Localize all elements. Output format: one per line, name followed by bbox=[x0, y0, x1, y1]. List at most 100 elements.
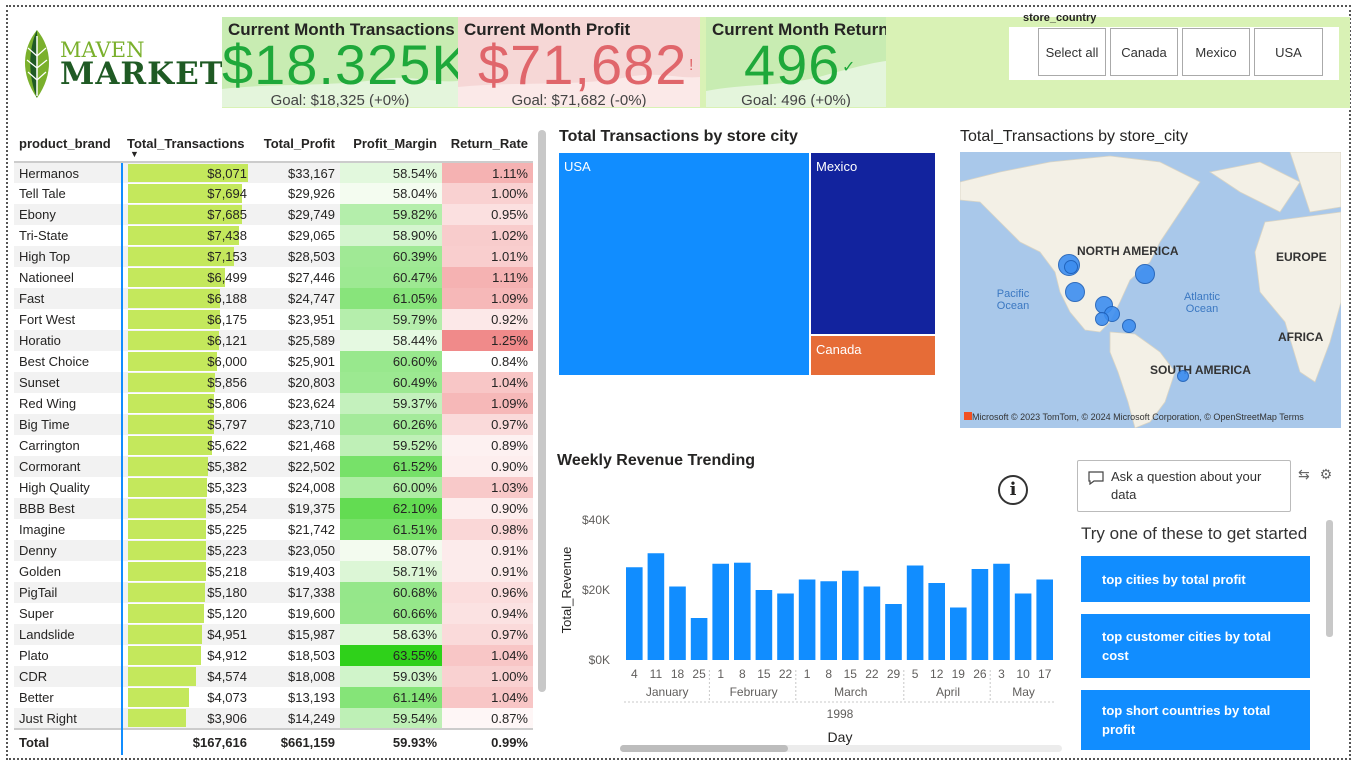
chart-bar[interactable] bbox=[971, 569, 989, 660]
bubble-map[interactable]: NORTH AMERICA EUROPE AFRICA SOUTH AMERIC… bbox=[960, 152, 1341, 428]
table-row[interactable]: High Top $7,153 $28,503 60.39% 1.01% bbox=[14, 246, 533, 267]
table-row[interactable]: Best Choice $6,000 $25,901 60.60% 0.84% bbox=[14, 351, 533, 372]
cell-return-rate: 1.04% bbox=[442, 372, 533, 393]
table-row[interactable]: Nationeel $6,499 $27,446 60.47% 1.11% bbox=[14, 267, 533, 288]
chart-bar[interactable] bbox=[863, 586, 881, 661]
column-header-total-transactions[interactable]: Total_Transactions ▼ bbox=[122, 126, 252, 163]
cell-brand: Super bbox=[14, 603, 123, 624]
gear-icon[interactable]: ⚙ bbox=[1319, 466, 1333, 482]
slicer-title: store_country bbox=[1023, 12, 1097, 24]
table-row[interactable]: Fort West $6,175 $23,951 59.79% 0.92% bbox=[14, 309, 533, 330]
treemap-chart[interactable]: USA Mexico Canada bbox=[558, 152, 936, 376]
chart-bar[interactable] bbox=[1036, 579, 1053, 661]
kpi-card-profit[interactable]: Current Month Profit $71,682! Goal: $71,… bbox=[458, 17, 700, 107]
cell-brand: Nationeel bbox=[14, 267, 123, 288]
chart-bar[interactable] bbox=[669, 586, 686, 661]
map-bubble[interactable] bbox=[1064, 260, 1078, 274]
chart-bar[interactable] bbox=[928, 583, 945, 660]
map-bubble[interactable] bbox=[1065, 282, 1085, 302]
chart-bar[interactable] bbox=[950, 607, 967, 661]
table-row[interactable]: Cormorant $5,382 $22,502 61.52% 0.90% bbox=[14, 456, 533, 477]
cell-return-rate: 1.25% bbox=[442, 330, 533, 351]
map-label-south-america: SOUTH AMERICA bbox=[1150, 363, 1251, 377]
chart-bar[interactable] bbox=[798, 579, 816, 661]
data-bar bbox=[128, 688, 189, 707]
table-row[interactable]: Landslide $4,951 $15,987 58.63% 0.97% bbox=[14, 624, 533, 645]
treemap-tile-usa[interactable]: USA bbox=[558, 152, 810, 376]
chart-bar[interactable] bbox=[626, 567, 643, 660]
chart-bar[interactable] bbox=[690, 618, 708, 660]
cell-value: $6,175 bbox=[207, 312, 247, 327]
table-row[interactable]: Golden $5,218 $19,403 58.71% 0.91% bbox=[14, 561, 533, 582]
table-row[interactable]: Better $4,073 $13,193 61.14% 1.04% bbox=[14, 687, 533, 708]
qna-convert-icon[interactable]: ⇆ bbox=[1298, 466, 1310, 482]
chart-bar[interactable] bbox=[777, 593, 794, 661]
qna-suggestion-button[interactable]: top cities by total profit bbox=[1081, 556, 1310, 602]
x-tick-label: 17 bbox=[1038, 667, 1052, 681]
table-total-row: Total $167,616 $661,159 59.93% 0.99% bbox=[14, 728, 533, 755]
column-header-return-rate[interactable]: Return_Rate bbox=[442, 126, 533, 163]
map-bubble[interactable] bbox=[1095, 312, 1109, 326]
table-row[interactable]: BBB Best $5,254 $19,375 62.10% 0.90% bbox=[14, 498, 533, 519]
chart-bar[interactable] bbox=[712, 563, 729, 660]
map-bubble[interactable] bbox=[1122, 319, 1136, 333]
x-tick-label: 12 bbox=[930, 667, 944, 681]
table-row[interactable]: Plato $4,912 $18,503 63.55% 1.04% bbox=[14, 645, 533, 666]
table-row[interactable]: Sunset $5,856 $20,803 60.49% 1.04% bbox=[14, 372, 533, 393]
chart-bar[interactable] bbox=[647, 553, 665, 660]
table-row[interactable]: Imagine $5,225 $21,742 61.51% 0.98% bbox=[14, 519, 533, 540]
qna-suggestion-button[interactable]: top customer cities by total cost bbox=[1081, 614, 1310, 678]
map-bubble[interactable] bbox=[1135, 264, 1155, 284]
cell-brand: BBB Best bbox=[14, 498, 123, 519]
column-header-product-brand[interactable]: product_brand bbox=[14, 126, 122, 163]
chart-bar[interactable] bbox=[734, 562, 751, 660]
table-row[interactable]: Big Time $5,797 $23,710 60.26% 0.97% bbox=[14, 414, 533, 435]
table-row[interactable]: High Quality $5,323 $24,008 60.00% 1.03% bbox=[14, 477, 533, 498]
chart-bar[interactable] bbox=[1014, 593, 1032, 661]
qna-scrollbar[interactable] bbox=[1326, 520, 1333, 637]
table-row[interactable]: Ebony $7,685 $29,749 59.82% 0.95% bbox=[14, 204, 533, 225]
brand-matrix-table: product_brand Total_Transactions ▼ Total… bbox=[14, 126, 534, 755]
column-header-profit-margin[interactable]: Profit_Margin bbox=[340, 126, 442, 163]
slicer-option-usa[interactable]: USA bbox=[1254, 28, 1323, 76]
chart-bar[interactable] bbox=[755, 590, 773, 660]
chart-bar[interactable] bbox=[993, 563, 1010, 660]
cell-value: $6,121 bbox=[207, 333, 247, 348]
chart-bar[interactable] bbox=[885, 604, 902, 660]
map-bubble[interactable] bbox=[1177, 370, 1189, 382]
table-row[interactable]: Super $5,120 $19,600 60.66% 0.94% bbox=[14, 603, 533, 624]
table-row[interactable]: Tri-State $7,438 $29,065 58.90% 1.02% bbox=[14, 225, 533, 246]
table-row[interactable]: Red Wing $5,806 $23,624 59.37% 1.09% bbox=[14, 393, 533, 414]
slicer-option-select-all[interactable]: Select all bbox=[1038, 28, 1106, 76]
slicer-option-mexico[interactable]: Mexico bbox=[1182, 28, 1250, 76]
column-header-total-profit[interactable]: Total_Profit bbox=[252, 126, 340, 163]
table-row[interactable]: Hermanos $8,071 $33,167 58.54% 1.11% bbox=[14, 162, 533, 183]
qna-question-input[interactable]: Ask a question about your data bbox=[1077, 460, 1291, 512]
table-row[interactable]: Just Right $3,906 $14,249 59.54% 0.87% bbox=[14, 708, 533, 729]
chart-bar[interactable] bbox=[842, 570, 859, 660]
chart-bar[interactable] bbox=[906, 565, 924, 661]
table-row[interactable]: Tell Tale $7,694 $29,926 58.04% 1.00% bbox=[14, 183, 533, 204]
table-row[interactable]: Denny $5,223 $23,050 58.07% 0.91% bbox=[14, 540, 533, 561]
kpi-card-return[interactable]: Current Month Return 496 ✓ Goal: 496 (+0%… bbox=[706, 17, 886, 107]
info-icon[interactable]: i bbox=[998, 475, 1028, 505]
cell-profit: $14,249 bbox=[252, 708, 340, 729]
table-row[interactable]: Fast $6,188 $24,747 61.05% 1.09% bbox=[14, 288, 533, 309]
table-vertical-scrollbar[interactable] bbox=[538, 130, 546, 692]
table-row[interactable]: PigTail $5,180 $17,338 60.68% 0.96% bbox=[14, 582, 533, 603]
table-row[interactable]: Carrington $5,622 $21,468 59.52% 0.89% bbox=[14, 435, 533, 456]
total-return-rate: 0.99% bbox=[442, 728, 533, 755]
kpi-card-transactions[interactable]: Current Month Transactions $18.325K• Goa… bbox=[222, 17, 458, 107]
slicer-option-canada[interactable]: Canada bbox=[1110, 28, 1178, 76]
treemap-tile-canada[interactable]: Canada bbox=[810, 335, 936, 376]
scrollbar-thumb[interactable] bbox=[620, 745, 788, 752]
table-row[interactable]: CDR $4,574 $18,008 59.03% 1.00% bbox=[14, 666, 533, 687]
chart-horizontal-scrollbar[interactable] bbox=[620, 745, 1062, 752]
treemap-tile-mexico[interactable]: Mexico bbox=[810, 152, 936, 335]
qna-suggestion-button[interactable]: top short countries by total profit bbox=[1081, 690, 1310, 750]
cell-value: $5,225 bbox=[207, 522, 247, 537]
map-title: Total_Transactions by store_city bbox=[960, 128, 1188, 145]
table-row[interactable]: Horatio $6,121 $25,589 58.44% 1.25% bbox=[14, 330, 533, 351]
chart-bar[interactable] bbox=[820, 581, 837, 660]
